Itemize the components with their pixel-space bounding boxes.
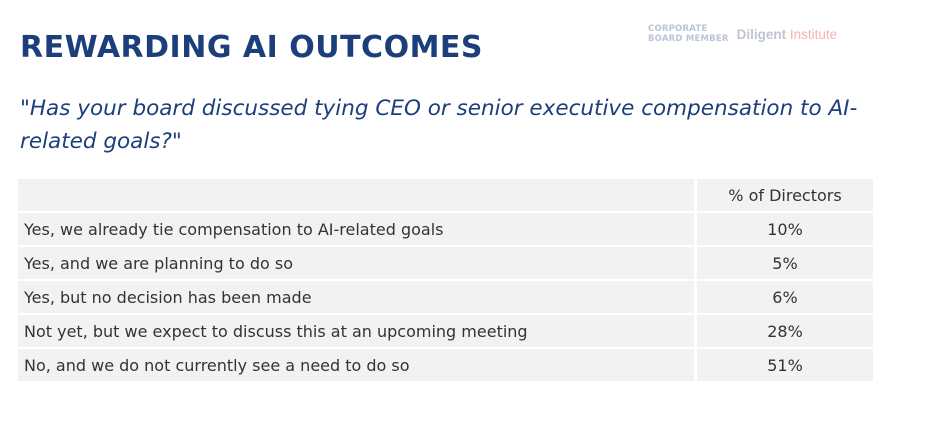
table-row: Yes, we already tie compensation to AI-r… bbox=[18, 213, 873, 245]
row-label: Not yet, but we expect to discuss this a… bbox=[18, 315, 694, 347]
cbm-logo-line1: CORPORATE bbox=[648, 24, 708, 34]
row-value: 51% bbox=[694, 349, 873, 381]
row-value: 10% bbox=[694, 213, 873, 245]
row-value: 6% bbox=[694, 281, 873, 313]
diligent-logo-text: Diligent bbox=[736, 26, 787, 42]
table-header-row: % of Directors bbox=[18, 179, 873, 211]
corporate-board-member-logo: CORPORATE BOARD MEMBER bbox=[648, 24, 729, 44]
row-value: 28% bbox=[694, 315, 873, 347]
row-label: Yes, we already tie compensation to AI-r… bbox=[18, 213, 694, 245]
cbm-logo-line2: BOARD MEMBER bbox=[648, 34, 729, 44]
row-label: Yes, but no decision has been made bbox=[18, 281, 694, 313]
table-row: No, and we do not currently see a need t… bbox=[18, 349, 873, 381]
results-table: % of Directors Yes, we already tie compe… bbox=[18, 177, 873, 383]
header-blank-cell bbox=[18, 179, 694, 211]
logo-group: CORPORATE BOARD MEMBER Diligent Institut… bbox=[648, 20, 837, 48]
row-value: 5% bbox=[694, 247, 873, 279]
row-label: Yes, and we are planning to do so bbox=[18, 247, 694, 279]
survey-question: "Has your board discussed tying CEO or s… bbox=[20, 96, 858, 154]
institute-logo-text: Institute bbox=[789, 26, 838, 42]
table-body: Yes, we already tie compensation to AI-r… bbox=[18, 213, 873, 381]
diligent-institute-logo: Diligent Institute bbox=[737, 27, 838, 42]
page-title: REWARDING AI OUTCOMES bbox=[20, 30, 484, 65]
table-row: Yes, but no decision has been made 6% bbox=[18, 281, 873, 313]
column-header-percent: % of Directors bbox=[694, 179, 873, 211]
row-label: No, and we do not currently see a need t… bbox=[18, 349, 694, 381]
table-row: Yes, and we are planning to do so 5% bbox=[18, 247, 873, 279]
table-row: Not yet, but we expect to discuss this a… bbox=[18, 315, 873, 347]
